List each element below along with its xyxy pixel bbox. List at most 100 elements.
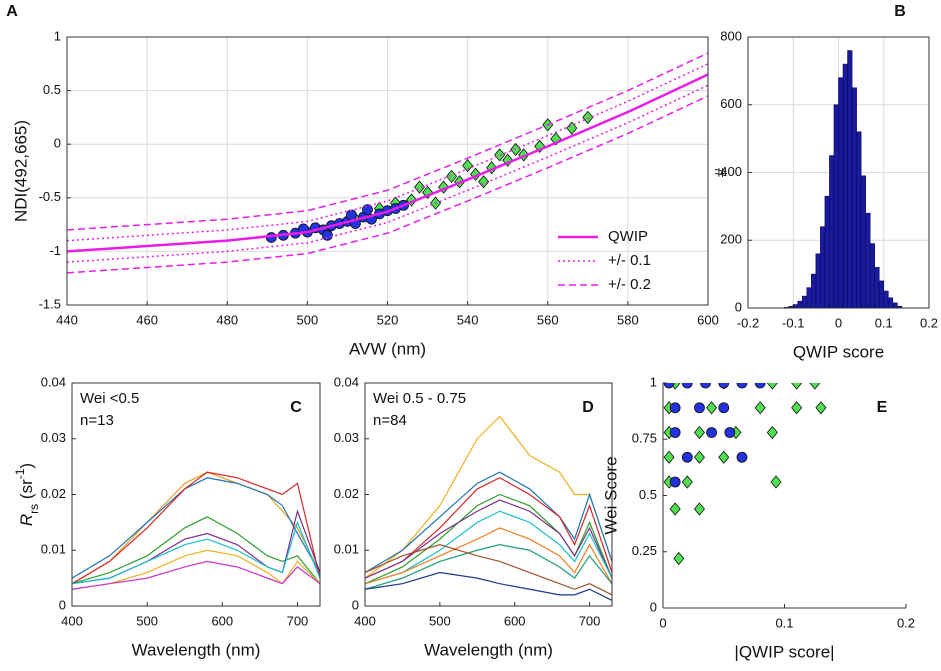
point — [791, 383, 803, 390]
point — [346, 209, 357, 221]
x-tick-label: 0.2 — [897, 615, 915, 630]
series-line — [72, 549, 320, 590]
y-label-part: R — [17, 514, 36, 526]
bar — [847, 50, 853, 308]
bar — [842, 63, 848, 308]
point — [478, 175, 490, 189]
x-tick-label: 480 — [216, 312, 238, 327]
point — [736, 451, 748, 463]
series-line — [365, 571, 612, 601]
y-label-part: -1 — [13, 468, 27, 479]
point — [566, 121, 578, 135]
x-tick-label: 0 — [659, 615, 666, 630]
panel: 400 500 600 700 0 0.01 0.02 0.03 0.04 C Wavelength… — [13, 374, 321, 659]
x-tick-label: 500 — [297, 312, 319, 327]
point — [706, 427, 717, 438]
y-tick-label: 0.03 — [41, 430, 66, 445]
y-label-part: rs — [27, 504, 41, 514]
series-line — [72, 516, 320, 585]
bar — [851, 87, 857, 308]
x-tick-label: 500 — [429, 613, 451, 628]
x-tick-label: 0.2 — [920, 315, 938, 330]
bar — [829, 155, 835, 308]
y-tick-label: -1 — [49, 243, 61, 258]
point — [693, 450, 705, 464]
x-tick-label: 600 — [504, 613, 526, 628]
series-line — [365, 510, 612, 585]
series-line — [365, 499, 612, 579]
series-line — [365, 415, 612, 579]
y-tick-label: 0.04 — [334, 374, 359, 389]
y-axis-label: # — [711, 167, 730, 177]
x-tick-label: 500 — [136, 613, 158, 628]
series-line — [72, 520, 320, 585]
series-line — [67, 63, 708, 242]
panel: -0.2 -0.1 0 0.1 0.2 0 200 400 600 800 B QWIP score # — [711, 3, 938, 361]
y-tick-label: 0 — [59, 597, 66, 612]
y-tick-label: 0.75 — [632, 431, 657, 446]
y-tick-label: 0.01 — [334, 542, 359, 557]
y-tick-label: 600 — [720, 96, 742, 111]
x-tick-label: 520 — [377, 312, 399, 327]
y-tick-label: 0.25 — [632, 543, 657, 558]
y-tick-label: -1.5 — [39, 296, 61, 311]
x-tick-label: 400 — [354, 613, 376, 628]
y-tick-label: 0 — [352, 597, 359, 612]
y-label-part: (sr — [17, 479, 36, 504]
x-axis-label: |QWIP score| — [734, 642, 834, 661]
x-tick-label: -0.1 — [782, 315, 804, 330]
x-tick-label: 560 — [537, 312, 559, 327]
point — [663, 450, 675, 464]
x-tick-label: 540 — [457, 312, 479, 327]
y-tick-label: 800 — [720, 28, 742, 43]
panel-letter: D — [582, 399, 594, 416]
series-line — [67, 73, 708, 253]
series-line — [72, 471, 320, 585]
bar — [865, 212, 871, 308]
point — [766, 425, 778, 440]
y-axis-label: NDI(492,665) — [11, 120, 30, 222]
point — [754, 401, 766, 415]
series-line — [365, 544, 612, 596]
annotation: n=13 — [80, 412, 114, 429]
point — [724, 427, 736, 438]
axes-frame — [71, 382, 321, 607]
point — [669, 427, 681, 438]
series-line — [67, 84, 708, 263]
bar — [860, 175, 866, 308]
panel: 0 0.1 0.2 0 0.25 0.5 0.75 1 E |QWIP score| Wei Sco… — [601, 374, 915, 661]
series-line — [365, 544, 612, 590]
legend-label: +/- 0.2 — [608, 276, 651, 293]
x-tick-label: 0.1 — [875, 315, 893, 330]
bar — [811, 273, 817, 308]
y-tick-label: 0.04 — [41, 374, 66, 389]
bar — [833, 104, 839, 308]
x-tick-label: 0.1 — [775, 615, 793, 630]
x-tick-label: 600 — [697, 312, 719, 327]
y-tick-label: 0.01 — [41, 542, 66, 557]
bar — [820, 226, 826, 308]
point — [669, 476, 681, 488]
bar — [856, 131, 862, 308]
bar — [887, 297, 894, 308]
y-tick-label: 200 — [720, 232, 742, 247]
point — [718, 450, 730, 464]
point — [694, 402, 705, 414]
panel-letter: E — [877, 399, 888, 416]
point — [322, 229, 333, 241]
bar — [838, 77, 844, 308]
x-tick-label: 600 — [211, 613, 233, 628]
plot-area — [663, 383, 827, 566]
bar — [801, 295, 808, 308]
plot-area — [365, 415, 612, 601]
y-tick-label: 0.02 — [41, 486, 66, 501]
series-line — [365, 477, 612, 579]
series-line — [365, 471, 612, 574]
y-tick-label: 0 — [54, 136, 61, 151]
point — [718, 402, 730, 414]
point — [718, 383, 730, 389]
y-tick-label: 400 — [720, 164, 742, 179]
axes-frame — [66, 36, 709, 306]
bar — [874, 267, 880, 308]
y-tick-label: 0.5 — [639, 487, 657, 502]
